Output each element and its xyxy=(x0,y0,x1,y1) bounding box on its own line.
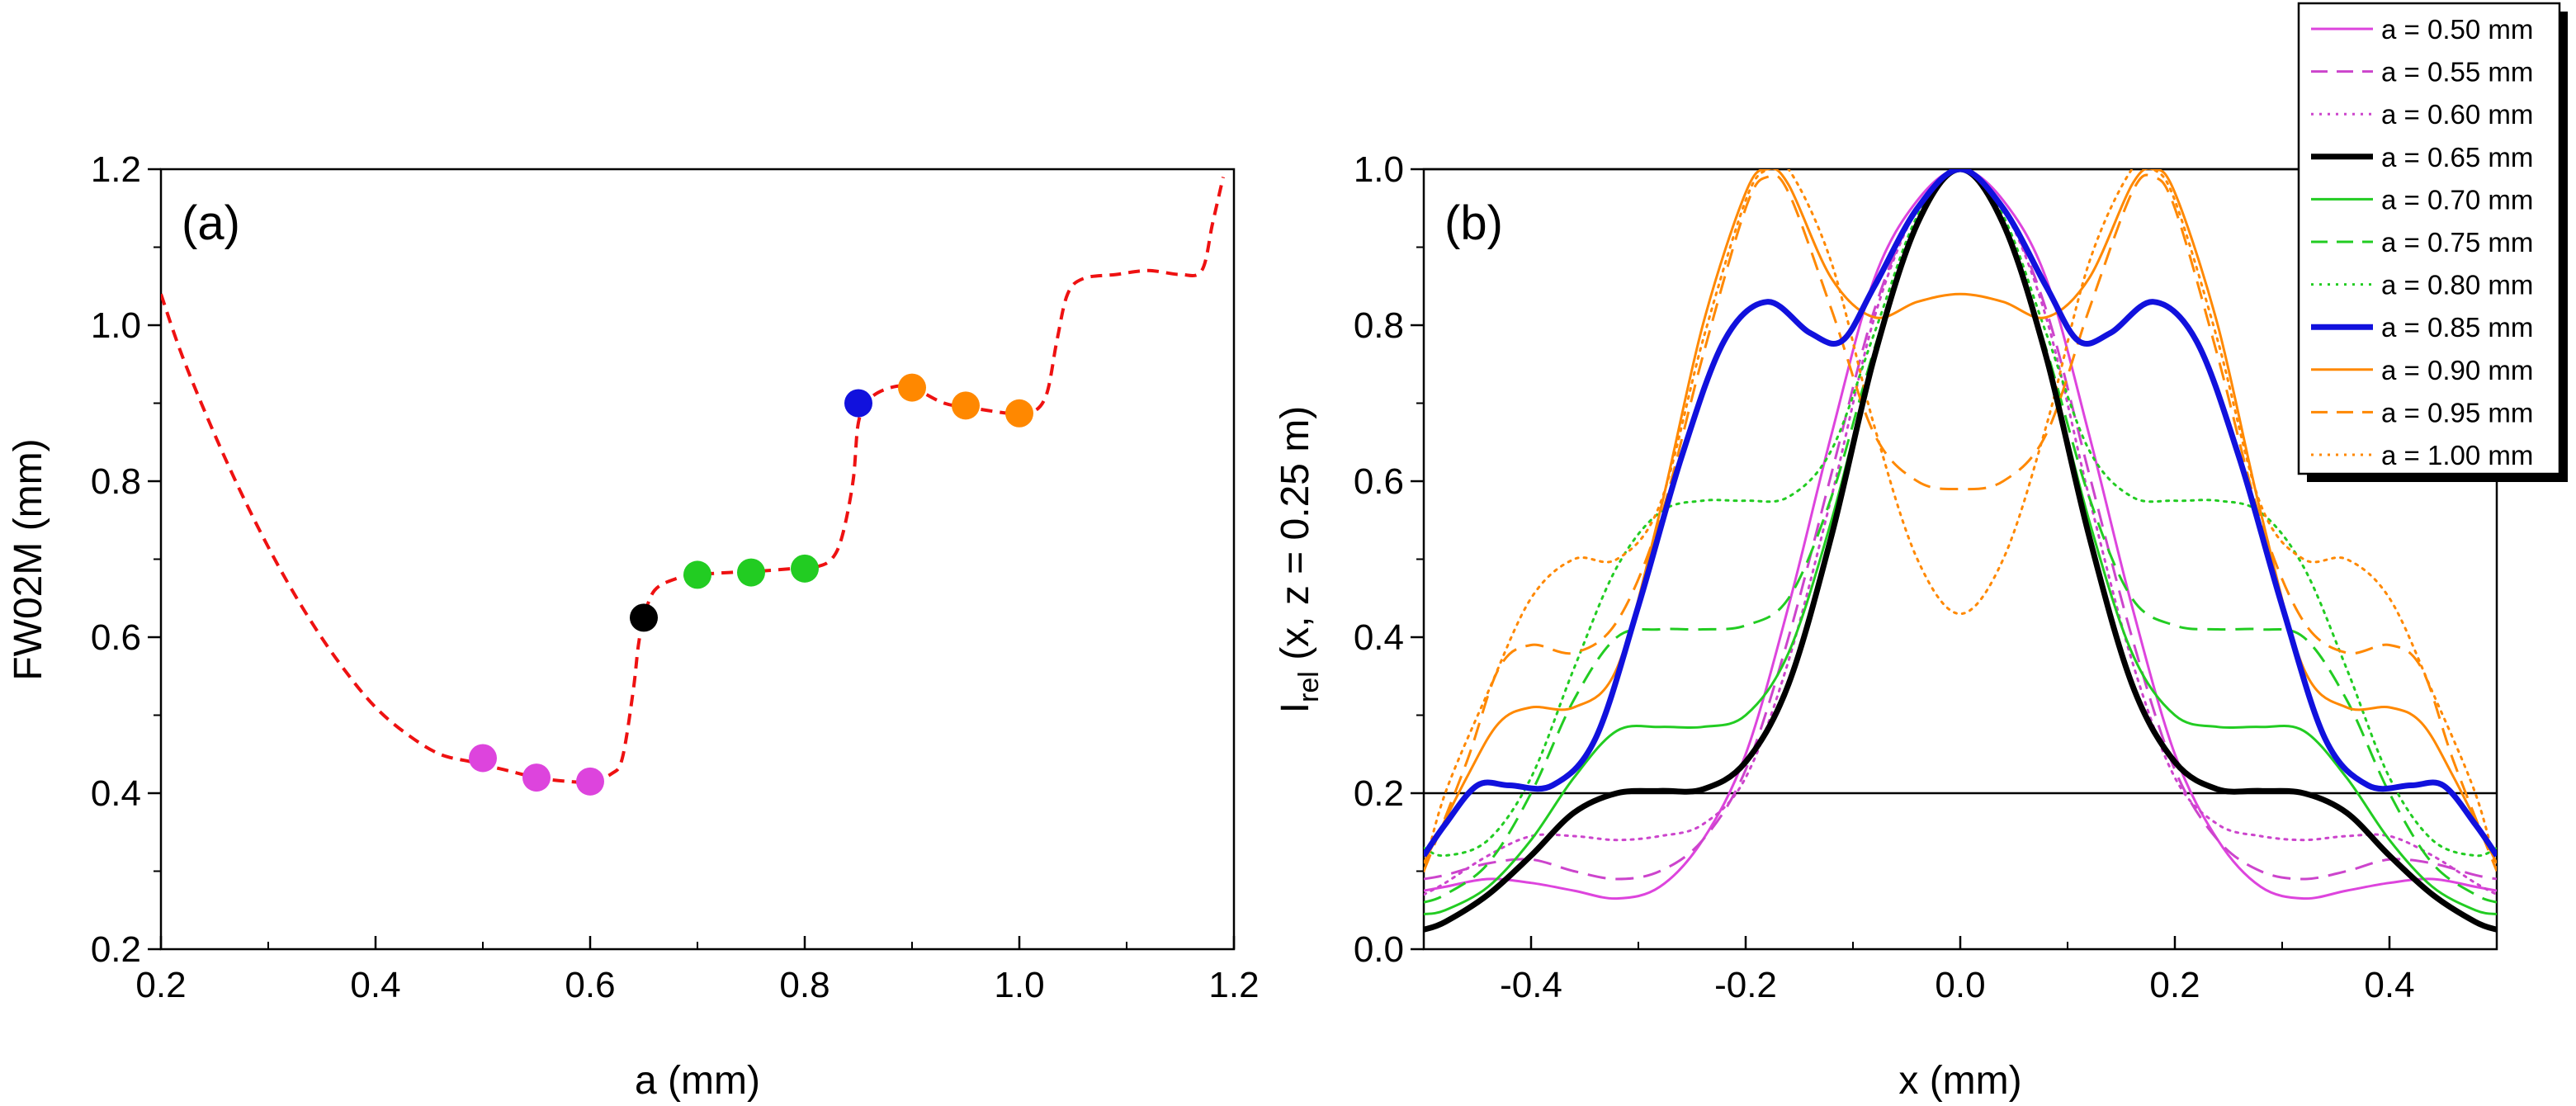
legend-entry-label: a = 0.55 mm xyxy=(2381,57,2533,87)
data-point xyxy=(630,603,658,632)
panel-a-chart: 0.2 0.4 0.6 0.8 1.0 1.2 0.2 0.4 0.6 0.8 1.0 1.2 (a)… xyxy=(7,149,1260,1103)
y-label-subscript: rel xyxy=(1293,671,1325,702)
x-tick-label: 0.0 xyxy=(1935,965,1985,1005)
x-tick-label: 0.4 xyxy=(350,965,400,1005)
x-tick-label: -0.2 xyxy=(1714,965,1777,1005)
legend-box xyxy=(2297,2,2561,475)
legend-entry-label: a = 0.90 mm xyxy=(2381,355,2533,385)
series-line xyxy=(1424,169,2497,881)
y-tick-label: 0.8 xyxy=(1354,305,1404,346)
data-point xyxy=(576,767,604,796)
data-point xyxy=(952,391,980,420)
data-point xyxy=(522,763,551,792)
data-point xyxy=(844,389,872,418)
fit-curve xyxy=(161,177,1225,784)
data-point xyxy=(1005,399,1033,428)
y-label-main: I xyxy=(1274,702,1317,713)
legend-entry-label: a = 0.60 mm xyxy=(2381,99,2533,130)
x-tick-label: 0.6 xyxy=(565,965,615,1005)
series-line xyxy=(1424,169,2497,904)
legend-entry-label: a = 0.95 mm xyxy=(2381,397,2533,428)
y-tick-label: 0.8 xyxy=(91,461,141,502)
panel-b-label: (b) xyxy=(1444,196,1503,250)
panel-b-x-axis-label: x (mm) xyxy=(1898,1059,2021,1103)
y-tick-label: 0.4 xyxy=(91,773,141,814)
x-tick-label: 0.8 xyxy=(779,965,830,1005)
legend-entry-label: a = 0.80 mm xyxy=(2381,270,2533,300)
series-line xyxy=(1424,169,2497,872)
series-line xyxy=(1424,169,2497,858)
y-tick-label: 0.2 xyxy=(1354,773,1404,814)
panel-a-frame xyxy=(159,168,1236,951)
x-tick-label: 0.2 xyxy=(135,965,186,1005)
y-tick-label: 0.0 xyxy=(1354,929,1404,970)
panel-a-label: (a) xyxy=(182,196,240,250)
legend-entry-label: a = 0.70 mm xyxy=(2381,184,2533,215)
legend: a = 0.50 mm a = 0.55 mm a = 0.60 mm a = 0.6… xyxy=(2297,2,2568,482)
panel-b-y-axis-label: Irel (x, z = 0.25 m) xyxy=(1274,406,1325,714)
data-point xyxy=(898,373,926,402)
series-line xyxy=(1424,169,2497,933)
panel-a-x-axis-label: a (mm) xyxy=(635,1059,760,1103)
series-line xyxy=(1424,169,2497,896)
panel-b-chart: -0.4 -0.2 0.0 0.2 0.40.00.20.40.60.81.0 (b) … xyxy=(1274,149,2498,1103)
y-tick-label: 1.0 xyxy=(1354,149,1404,190)
y-tick-label: 1.2 xyxy=(91,149,141,190)
series-line xyxy=(1424,169,2497,915)
y-tick-label: 0.6 xyxy=(91,617,141,658)
series-line xyxy=(1424,169,2497,858)
x-tick-label: 1.2 xyxy=(1208,965,1259,1005)
data-point xyxy=(791,554,819,583)
data-point xyxy=(737,558,765,587)
x-tick-label: 1.0 xyxy=(994,965,1044,1005)
y-tick-label: 1.0 xyxy=(91,305,141,346)
x-tick-label: 0.2 xyxy=(2149,965,2200,1005)
legend-entry-label: a = 0.50 mm xyxy=(2381,14,2533,45)
data-point xyxy=(683,560,711,589)
panel-a-y-axis-label: FW02M (mm) xyxy=(7,438,50,680)
y-tick-label: 0.6 xyxy=(1354,461,1404,502)
y-tick-label: 0.4 xyxy=(1354,617,1404,658)
data-point xyxy=(469,744,497,773)
x-tick-label: 0.4 xyxy=(2364,965,2414,1005)
y-tick-label: 0.2 xyxy=(91,929,141,970)
y-label-rest: (x, z = 0.25 m) xyxy=(1274,406,1317,671)
x-tick-label: -0.4 xyxy=(1500,965,1562,1005)
legend-entry-label: a = 1.00 mm xyxy=(2381,440,2533,470)
legend-entry-label: a = 0.85 mm xyxy=(2381,312,2533,343)
legend-entry-label: a = 0.65 mm xyxy=(2381,142,2533,173)
legend-entry-label: a = 0.75 mm xyxy=(2381,227,2533,258)
series-line xyxy=(1424,169,2497,900)
